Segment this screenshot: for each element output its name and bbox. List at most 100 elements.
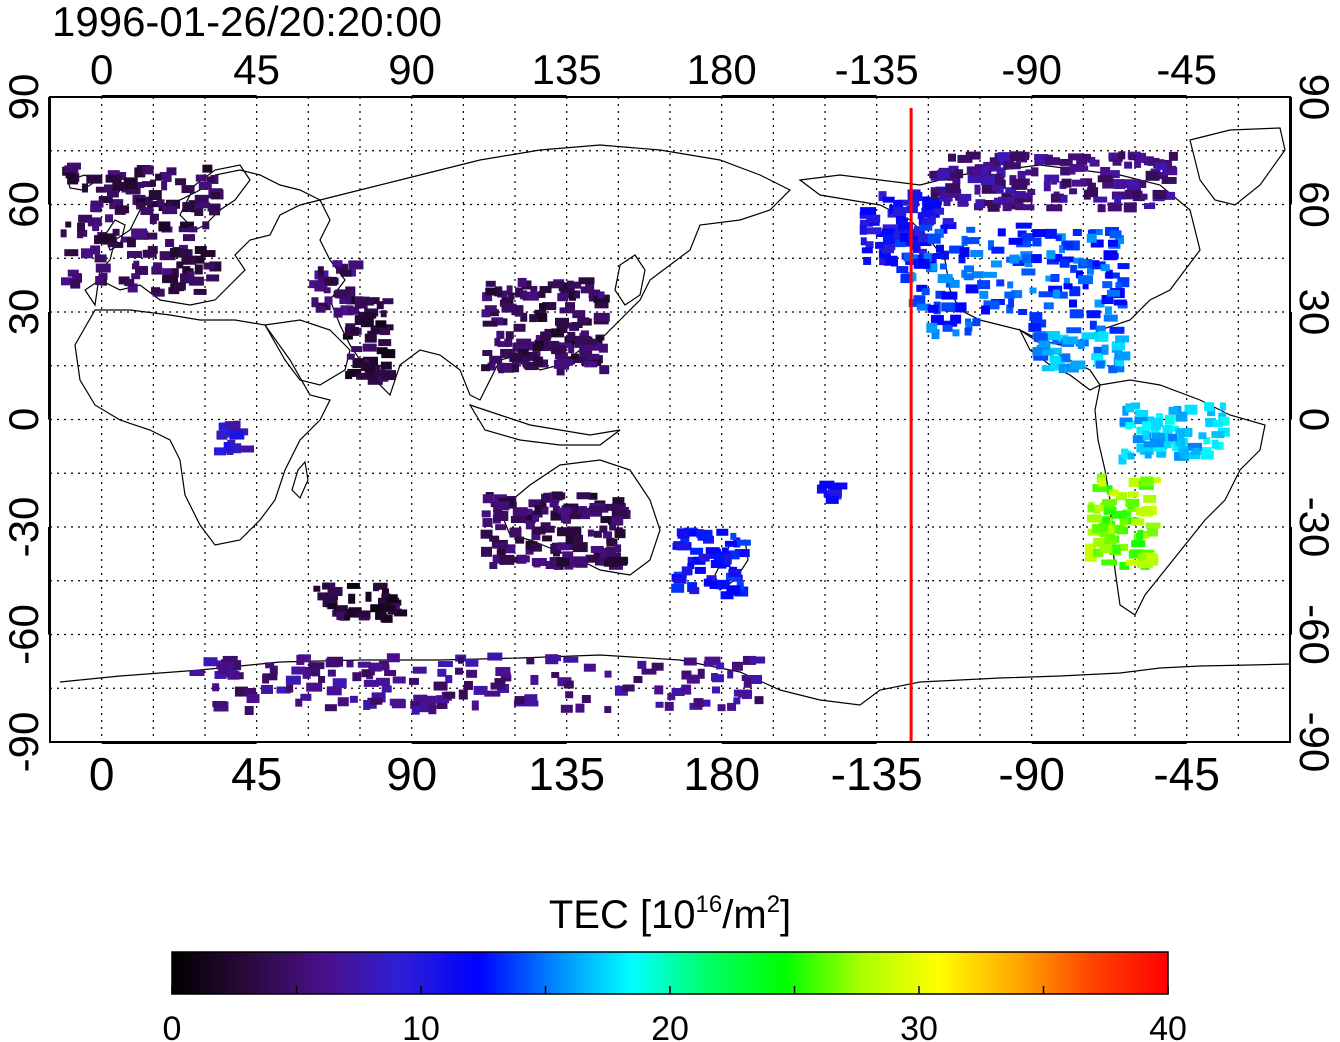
tec-cell xyxy=(984,200,993,207)
tec-cell xyxy=(348,260,356,270)
tec-cell xyxy=(312,666,321,677)
tec-cell xyxy=(565,302,576,311)
tec-cell xyxy=(373,582,388,590)
tec-cell xyxy=(354,315,366,326)
bottom-lon-tick-label: 180 xyxy=(683,748,760,800)
tec-cell xyxy=(1099,522,1109,531)
tec-cell xyxy=(490,682,506,690)
tec-cell xyxy=(532,343,542,351)
tec-cell xyxy=(1087,504,1095,513)
tec-cell xyxy=(1142,421,1152,431)
tec-cell xyxy=(993,197,1001,208)
tec-cell xyxy=(908,198,920,207)
tec-cell xyxy=(347,368,362,377)
tec-cell xyxy=(1009,254,1020,264)
tec-cell xyxy=(297,654,311,663)
tec-cell xyxy=(1043,181,1051,192)
tec-cell xyxy=(1211,439,1219,449)
tec-cell xyxy=(1111,191,1125,200)
tec-cell xyxy=(573,292,580,299)
tec-cell xyxy=(323,287,331,294)
coast-indonesia xyxy=(468,403,621,446)
tec-cell xyxy=(1062,336,1078,345)
tec-cell xyxy=(1087,514,1103,523)
tec-cell xyxy=(948,153,957,162)
tec-cell xyxy=(1113,299,1127,306)
tec-cell xyxy=(155,173,162,181)
tec-cell xyxy=(60,277,75,286)
tec-cell xyxy=(544,332,552,339)
tec-cell xyxy=(687,529,704,537)
tec-cell xyxy=(1021,268,1036,276)
tec-cell xyxy=(989,157,1000,167)
top-lon-tick-label: 180 xyxy=(687,46,757,93)
tec-cell xyxy=(1085,543,1097,553)
tec-cell xyxy=(158,221,171,232)
tec-cell xyxy=(887,234,900,244)
tec-cell xyxy=(107,170,120,179)
bottom-lon-tick-label: 45 xyxy=(231,748,282,800)
tec-cell xyxy=(1003,160,1015,170)
tec-cell xyxy=(229,430,245,440)
tec-cell xyxy=(1035,154,1045,164)
tec-cell xyxy=(825,495,839,504)
tec-cell xyxy=(92,222,100,232)
tec-cell xyxy=(195,202,211,209)
tec-cell xyxy=(562,551,574,561)
tec-cell xyxy=(370,604,383,613)
tec-cell xyxy=(1033,353,1049,361)
tec-cell xyxy=(1089,320,1097,330)
tec-cell xyxy=(374,664,390,671)
tec-cell xyxy=(311,297,319,308)
tec-cell xyxy=(1125,498,1140,507)
left-lat-tick-label: -90 xyxy=(0,712,47,773)
plot-frame xyxy=(49,96,1291,743)
tec-cell xyxy=(723,554,732,565)
tec-cell xyxy=(551,671,560,678)
tec-cell xyxy=(860,237,867,246)
tec-cell xyxy=(552,505,560,512)
tec-cell xyxy=(1119,517,1129,526)
tec-cell xyxy=(495,524,507,531)
tec-cell xyxy=(1033,333,1048,343)
tec-cell xyxy=(496,330,505,339)
tec-cell xyxy=(1068,153,1084,161)
tec-cell xyxy=(963,265,974,273)
tec-cell xyxy=(900,274,910,284)
left-lat-tick-label: -60 xyxy=(0,604,47,665)
tec-cell xyxy=(1010,195,1024,206)
tec-cell xyxy=(615,556,628,566)
tec-cell xyxy=(560,704,573,713)
tec-cell xyxy=(1071,179,1086,187)
bottom-lon-tick-label: -135 xyxy=(831,748,923,800)
tec-cell xyxy=(1084,551,1097,562)
tec-cell xyxy=(376,301,384,310)
tec-cell xyxy=(1069,309,1084,319)
tec-cell xyxy=(324,296,333,305)
tec-cell xyxy=(1108,489,1119,497)
tec-cell xyxy=(966,226,976,233)
tec-cell xyxy=(380,310,387,318)
tec-cell xyxy=(182,202,197,213)
tec-cell xyxy=(980,175,995,186)
tec-cell xyxy=(198,181,212,190)
tec-cell xyxy=(501,303,517,313)
tec-cell xyxy=(711,674,724,683)
tec-cell xyxy=(367,701,377,709)
tec-cell xyxy=(1105,269,1113,279)
tec-cell xyxy=(1050,274,1060,283)
tec-cell xyxy=(687,562,695,569)
tec-cell xyxy=(958,193,972,201)
tec-cell xyxy=(1107,524,1120,534)
tec-cell xyxy=(697,668,705,679)
tec-cell xyxy=(375,677,390,686)
tec-cell xyxy=(131,263,138,270)
tec-cell xyxy=(1138,553,1147,561)
tec-cell xyxy=(727,702,737,711)
tec-cell xyxy=(584,341,600,351)
tec-cell xyxy=(972,318,981,327)
tec-cell xyxy=(690,547,704,555)
tec-cell xyxy=(731,661,743,671)
tec-cell xyxy=(709,581,719,590)
tec-cell xyxy=(1103,506,1117,515)
